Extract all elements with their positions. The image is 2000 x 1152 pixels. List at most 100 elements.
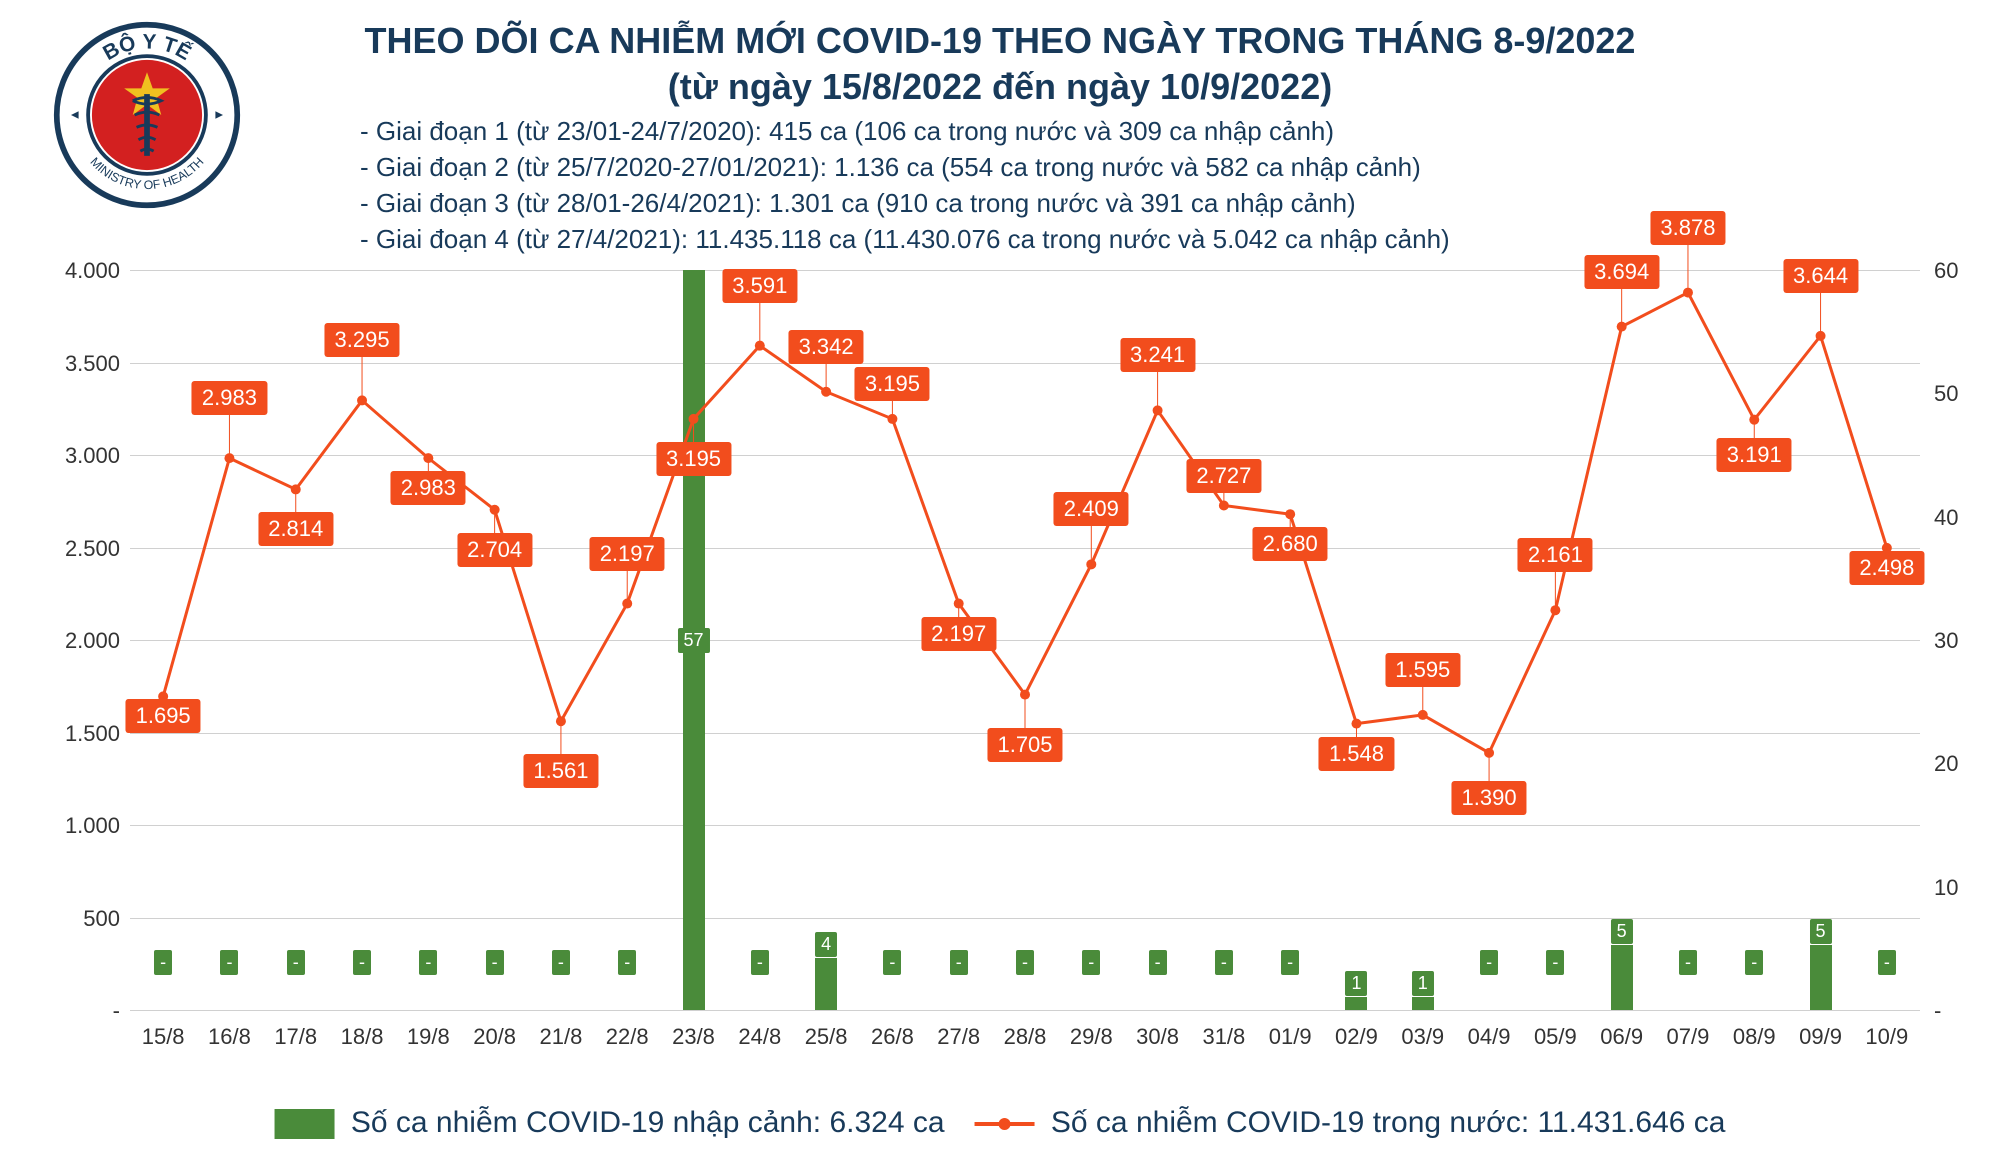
line-value-label: 3.342 xyxy=(789,330,864,364)
bar xyxy=(1412,997,1434,1010)
bar-value-label: - xyxy=(618,950,636,975)
phase-4-text: - Giai đoạn 4 (từ 27/4/2021): 11.435.118… xyxy=(360,224,1450,255)
x-tick-label: 30/8 xyxy=(1136,1024,1179,1050)
line-value-label: 2.161 xyxy=(1518,538,1593,572)
y-left-tick-label: 500 xyxy=(83,906,120,932)
bar xyxy=(1611,945,1633,1010)
grid-line xyxy=(130,1010,1920,1011)
y-left-tick-label: 2.500 xyxy=(65,536,120,562)
line-marker xyxy=(291,484,301,494)
line-value-label: 3.295 xyxy=(325,323,400,357)
line-marker xyxy=(1617,322,1627,332)
legend-line-item: Số ca nhiễm COVID-19 trong nước: 11.431.… xyxy=(975,1106,1726,1140)
bar-value-label: 1 xyxy=(1412,971,1434,996)
line-value-label: 2.197 xyxy=(921,617,996,651)
x-tick-label: 29/8 xyxy=(1070,1024,1113,1050)
grid-line xyxy=(130,363,1920,364)
line-marker xyxy=(1484,748,1494,758)
x-tick-label: 19/8 xyxy=(407,1024,450,1050)
bar-value-label: - xyxy=(1149,950,1167,975)
x-tick-label: 21/8 xyxy=(540,1024,583,1050)
bar-value-label: 5 xyxy=(1810,919,1832,944)
y-left-tick-label: - xyxy=(113,998,120,1024)
phase-2-text: - Giai đoạn 2 (từ 25/7/2020-27/01/2021):… xyxy=(360,152,1421,183)
line-marker xyxy=(1219,501,1229,511)
x-tick-label: 31/8 xyxy=(1202,1024,1245,1050)
bar-value-label: 57 xyxy=(678,628,710,653)
bar-value-label: - xyxy=(419,950,437,975)
covid-daily-chart: BỘ Y TẾ MINISTRY OF HEALTH THEO DÕI CA N… xyxy=(0,0,2000,1152)
grid-line xyxy=(130,640,1920,641)
line-marker xyxy=(821,387,831,397)
bar-value-label: - xyxy=(353,950,371,975)
grid-line xyxy=(130,825,1920,826)
x-tick-label: 17/8 xyxy=(274,1024,317,1050)
line-value-label: 3.241 xyxy=(1120,338,1195,372)
x-tick-label: 22/8 xyxy=(606,1024,649,1050)
line-value-label: 1.705 xyxy=(987,728,1062,762)
bar-value-label: - xyxy=(486,950,504,975)
y-right-tick-label: 20 xyxy=(1934,751,1958,777)
line-marker xyxy=(490,505,500,515)
y-right-tick-label: - xyxy=(1934,998,1941,1024)
bar xyxy=(815,958,837,1010)
bar-value-label: - xyxy=(552,950,570,975)
legend-line-swatch xyxy=(975,1122,1035,1126)
bar-value-label: - xyxy=(154,950,172,975)
x-tick-label: 09/9 xyxy=(1799,1024,1842,1050)
line-value-label: 2.409 xyxy=(1054,492,1129,526)
line-value-label: 2.704 xyxy=(457,533,532,567)
moh-logo: BỘ Y TẾ MINISTRY OF HEALTH xyxy=(52,20,242,210)
y-left-tick-label: 4.000 xyxy=(65,258,120,284)
bar-value-label: - xyxy=(1878,950,1896,975)
bar-value-label: - xyxy=(751,950,769,975)
x-tick-label: 06/9 xyxy=(1600,1024,1643,1050)
y-left-tick-label: 1.000 xyxy=(65,813,120,839)
line-value-label: 3.644 xyxy=(1783,259,1858,293)
y-right-tick-label: 40 xyxy=(1934,505,1958,531)
legend-line-label: Số ca nhiễm COVID-19 trong nước: 11.431.… xyxy=(1051,1106,1726,1139)
line-value-label: 3.591 xyxy=(722,269,797,303)
bar-value-label: - xyxy=(1679,950,1697,975)
line-marker xyxy=(1285,509,1295,519)
bar-value-label: - xyxy=(950,950,968,975)
line-value-label: 1.695 xyxy=(126,699,201,733)
line-value-label: 2.727 xyxy=(1186,459,1261,493)
x-tick-label: 15/8 xyxy=(142,1024,185,1050)
line-marker xyxy=(1153,405,1163,415)
line-value-label: 1.548 xyxy=(1319,737,1394,771)
line-marker xyxy=(1418,710,1428,720)
bar-value-label: 1 xyxy=(1345,971,1367,996)
x-tick-label: 03/9 xyxy=(1401,1024,1444,1050)
bar-value-label: - xyxy=(1215,950,1233,975)
bar-value-label: - xyxy=(883,950,901,975)
line-marker xyxy=(755,341,765,351)
line-value-label: 3.195 xyxy=(855,367,930,401)
bar-value-label: 4 xyxy=(815,932,837,957)
line-marker xyxy=(1683,288,1693,298)
chart-title: THEO DÕI CA NHIỄM MỚI COVID-19 THEO NGÀY… xyxy=(365,20,1636,62)
x-tick-label: 26/8 xyxy=(871,1024,914,1050)
bar-value-label: - xyxy=(1016,950,1034,975)
phase-1-text: - Giai đoạn 1 (từ 23/01-24/7/2020): 415 … xyxy=(360,116,1334,147)
line-value-label: 2.983 xyxy=(192,381,267,415)
x-tick-label: 08/9 xyxy=(1733,1024,1776,1050)
legend-bar-label: Số ca nhiễm COVID-19 nhập cảnh: 6.324 ca xyxy=(351,1106,945,1139)
line-value-label: 1.390 xyxy=(1452,781,1527,815)
x-tick-label: 10/9 xyxy=(1865,1024,1908,1050)
y-right-tick-label: 10 xyxy=(1934,875,1958,901)
line-marker xyxy=(1816,331,1826,341)
x-tick-label: 01/9 xyxy=(1269,1024,1312,1050)
legend-bar-item: Số ca nhiễm COVID-19 nhập cảnh: 6.324 ca xyxy=(275,1106,945,1140)
line-value-label: 2.983 xyxy=(391,471,466,505)
x-tick-label: 24/8 xyxy=(738,1024,781,1050)
line-marker xyxy=(556,716,566,726)
bar-value-label: 5 xyxy=(1611,919,1633,944)
x-tick-label: 18/8 xyxy=(341,1024,384,1050)
line-value-label: 1.561 xyxy=(523,754,598,788)
line-marker xyxy=(1550,605,1560,615)
x-tick-label: 16/8 xyxy=(208,1024,251,1050)
bar-value-label: - xyxy=(287,950,305,975)
x-tick-label: 04/9 xyxy=(1468,1024,1511,1050)
y-right-tick-label: 60 xyxy=(1934,258,1958,284)
